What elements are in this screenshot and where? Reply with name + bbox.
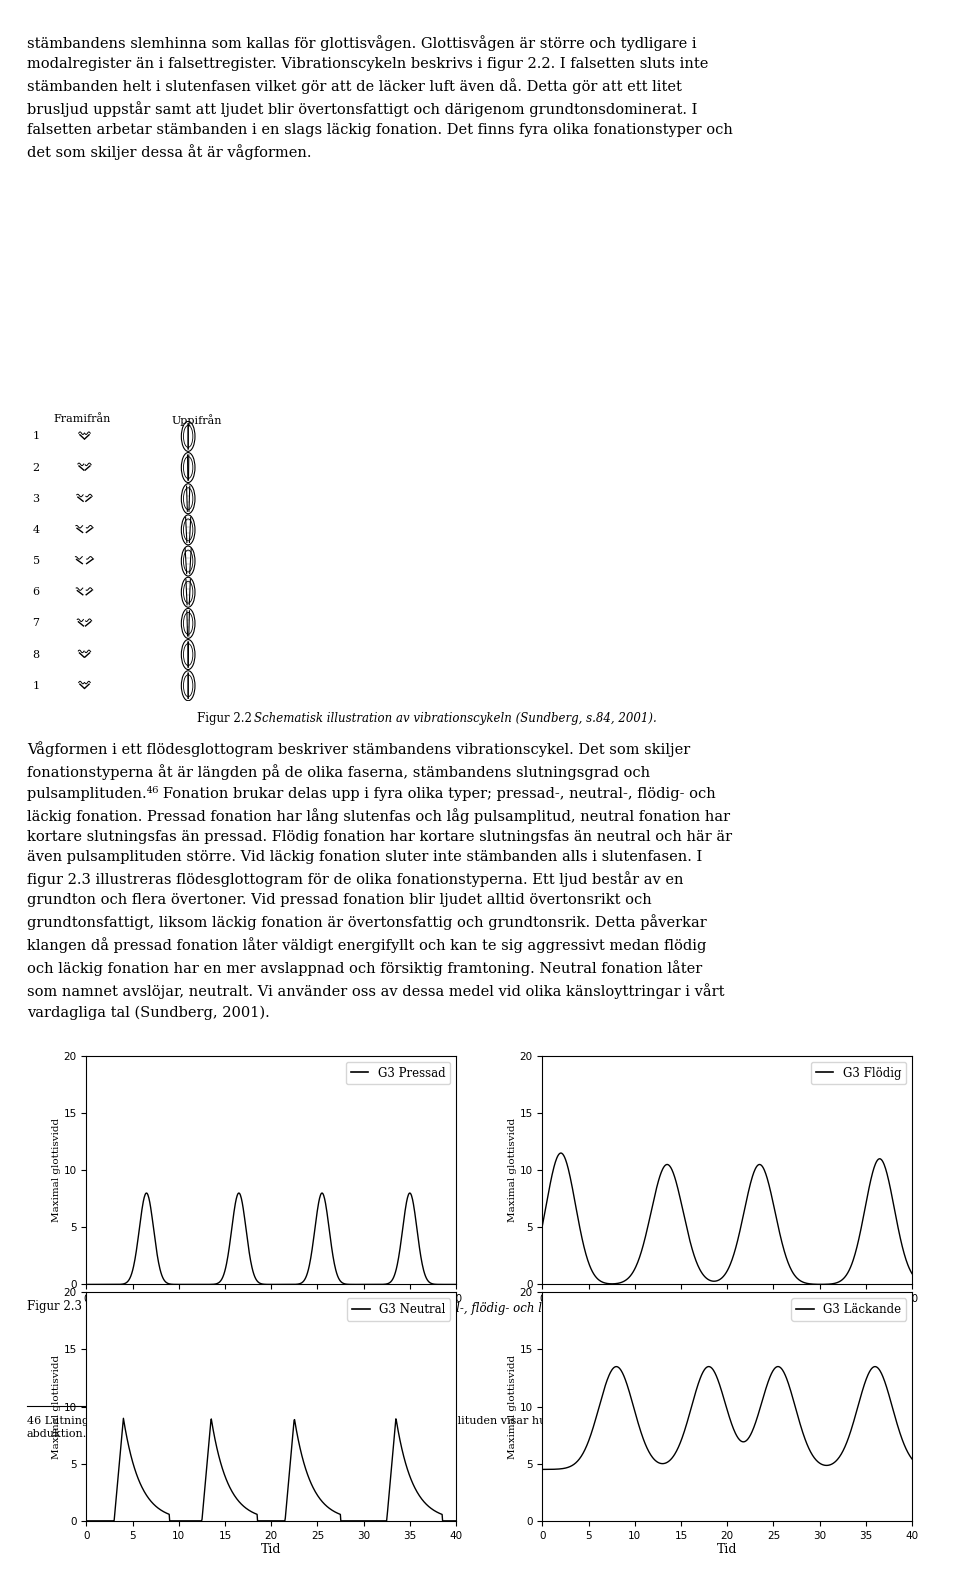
X-axis label: Tid: Tid — [717, 1307, 737, 1321]
Text: 1: 1 — [33, 681, 39, 690]
Text: 8: 8 — [33, 649, 39, 660]
Legend: G3 Pressad: G3 Pressad — [346, 1062, 450, 1084]
Y-axis label: Maximal glottisvidd: Maximal glottisvidd — [508, 1117, 516, 1223]
Legend: G3 Flödig: G3 Flödig — [811, 1062, 906, 1084]
X-axis label: Tid: Tid — [261, 1307, 281, 1321]
Text: 4: 4 — [33, 525, 39, 534]
Text: 6: 6 — [33, 588, 39, 597]
Text: 5: 5 — [33, 556, 39, 566]
Legend: G3 Neutral: G3 Neutral — [348, 1299, 450, 1321]
Y-axis label: Maximal glottisvidd: Maximal glottisvidd — [52, 1117, 60, 1223]
Text: Figur 2.2: Figur 2.2 — [197, 712, 255, 725]
X-axis label: Tid: Tid — [717, 1543, 737, 1557]
Text: stämbandens slemhinna som kallas för glottisvågen. Glottisvågen är större och ty: stämbandens slemhinna som kallas för glo… — [27, 35, 732, 159]
Text: Schematisk illustration av vibrationscykeln (Sundberg, s.84, 2001).: Schematisk illustration av vibrationscyk… — [254, 712, 658, 725]
Text: Uppifrån: Uppifrån — [172, 414, 222, 427]
Legend: G3 Läckande: G3 Läckande — [791, 1299, 906, 1321]
Text: 3: 3 — [33, 493, 39, 504]
X-axis label: Tid: Tid — [261, 1543, 281, 1557]
Text: Vågformen i ett flödesglottogram beskriver stämbandens vibrationscykel. Det som : Vågformen i ett flödesglottogram beskriv… — [27, 741, 732, 1020]
Text: 7: 7 — [33, 618, 39, 629]
Text: 46 Lutningen från toppen till dalen i en puls i ett flödesglottogram. Pulsamplit: 46 Lutningen från toppen till dalen i en… — [27, 1414, 809, 1439]
Y-axis label: Maximal glottisvidd: Maximal glottisvidd — [508, 1354, 516, 1459]
Y-axis label: Maximal glottisvidd: Maximal glottisvidd — [52, 1354, 60, 1459]
Text: 2: 2 — [33, 462, 39, 473]
Text: Figur 2.3: Figur 2.3 — [27, 1300, 85, 1313]
Text: 1: 1 — [33, 432, 39, 441]
Text: Flödesglottogram på tonen g (lilla oktaven) i pressad-, neutral-, flödig- och lä: Flödesglottogram på tonen g (lilla oktav… — [88, 1300, 698, 1333]
Text: Framifrån: Framifrån — [53, 414, 110, 424]
